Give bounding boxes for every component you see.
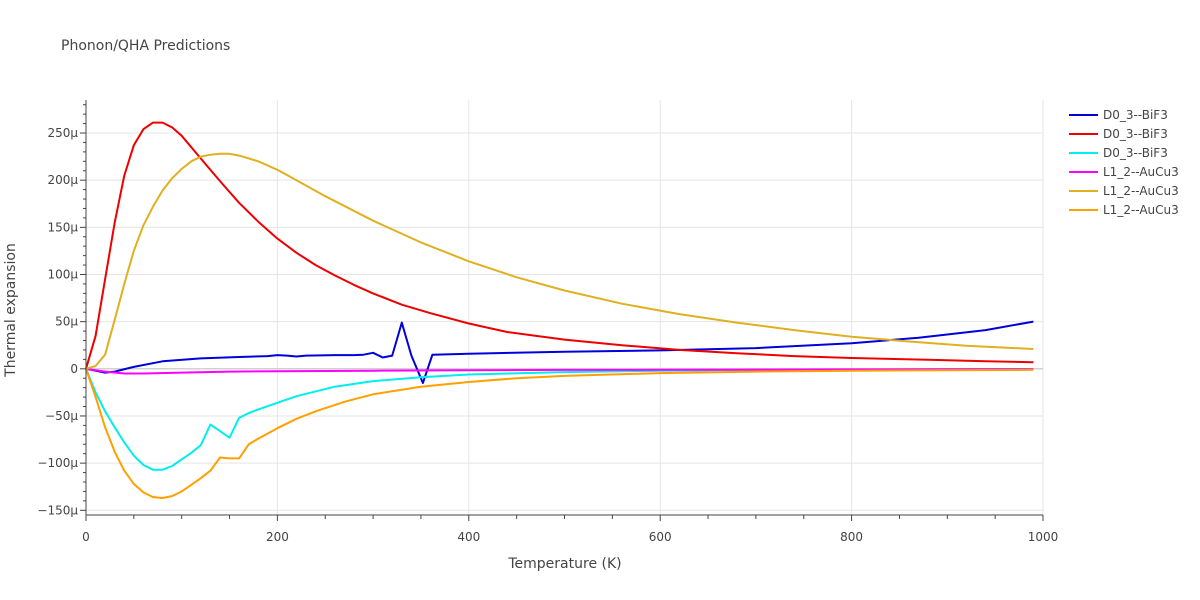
y-tick-label: −50μ: [45, 409, 78, 423]
chart-title: Phonon/QHA Predictions: [61, 38, 230, 54]
y-tick-label: −150μ: [37, 503, 78, 517]
y-tick-label: 250μ: [47, 126, 78, 140]
y-tick-label: −100μ: [37, 456, 78, 470]
series-line-5: [85, 152, 1034, 370]
series-line-3: [85, 368, 1034, 471]
x-tick-label: 400: [457, 530, 480, 544]
legend-item-5[interactable]: L1_2--AuCu3: [1069, 184, 1179, 198]
y-tick-label: 0: [70, 362, 78, 376]
grid: [86, 100, 1044, 515]
legend-label: D0_3--BiF3: [1103, 146, 1168, 160]
x-tick-label: 800: [840, 530, 863, 544]
y-tick-label: 100μ: [47, 267, 78, 281]
legend-item-6[interactable]: L1_2--AuCu3: [1069, 203, 1179, 217]
x-tick-label: 0: [82, 530, 90, 544]
x-axis-title: Temperature (K): [507, 556, 621, 572]
x-tick-label: 1000: [1028, 530, 1059, 544]
y-tick-label: 150μ: [47, 220, 78, 234]
legend-label: L1_2--AuCu3: [1103, 165, 1179, 179]
series-line-2: [85, 121, 1034, 370]
x-tick-label: 200: [266, 530, 289, 544]
series-line-6: [85, 368, 1034, 499]
axes: 0 200 400 600 800 1000 −150μ −100μ −50μ 0 50μ 100μ 1…: [37, 100, 1058, 544]
legend[interactable]: D0_3--BiF3 D0_3--BiF3 D0_3--BiF3 L1_2--AuCu…: [1069, 108, 1179, 217]
y-axis-title: Thermal expansion: [3, 243, 19, 378]
legend-label: D0_3--BiF3: [1103, 108, 1168, 122]
legend-label: L1_2--AuCu3: [1103, 203, 1179, 217]
y-tick-label: 200μ: [47, 173, 78, 187]
x-tick-label: 600: [649, 530, 672, 544]
legend-item-1[interactable]: D0_3--BiF3: [1069, 108, 1168, 122]
legend-item-3[interactable]: D0_3--BiF3: [1069, 146, 1168, 160]
legend-item-4[interactable]: L1_2--AuCu3: [1069, 165, 1179, 179]
series-line-1: [85, 320, 1034, 384]
legend-label: L1_2--AuCu3: [1103, 184, 1179, 198]
plot-area: [85, 121, 1034, 499]
legend-label: D0_3--BiF3: [1103, 127, 1168, 141]
legend-item-2[interactable]: D0_3--BiF3: [1069, 127, 1168, 141]
series-line-4: [85, 367, 1034, 375]
y-tick-label: 50μ: [55, 315, 78, 329]
